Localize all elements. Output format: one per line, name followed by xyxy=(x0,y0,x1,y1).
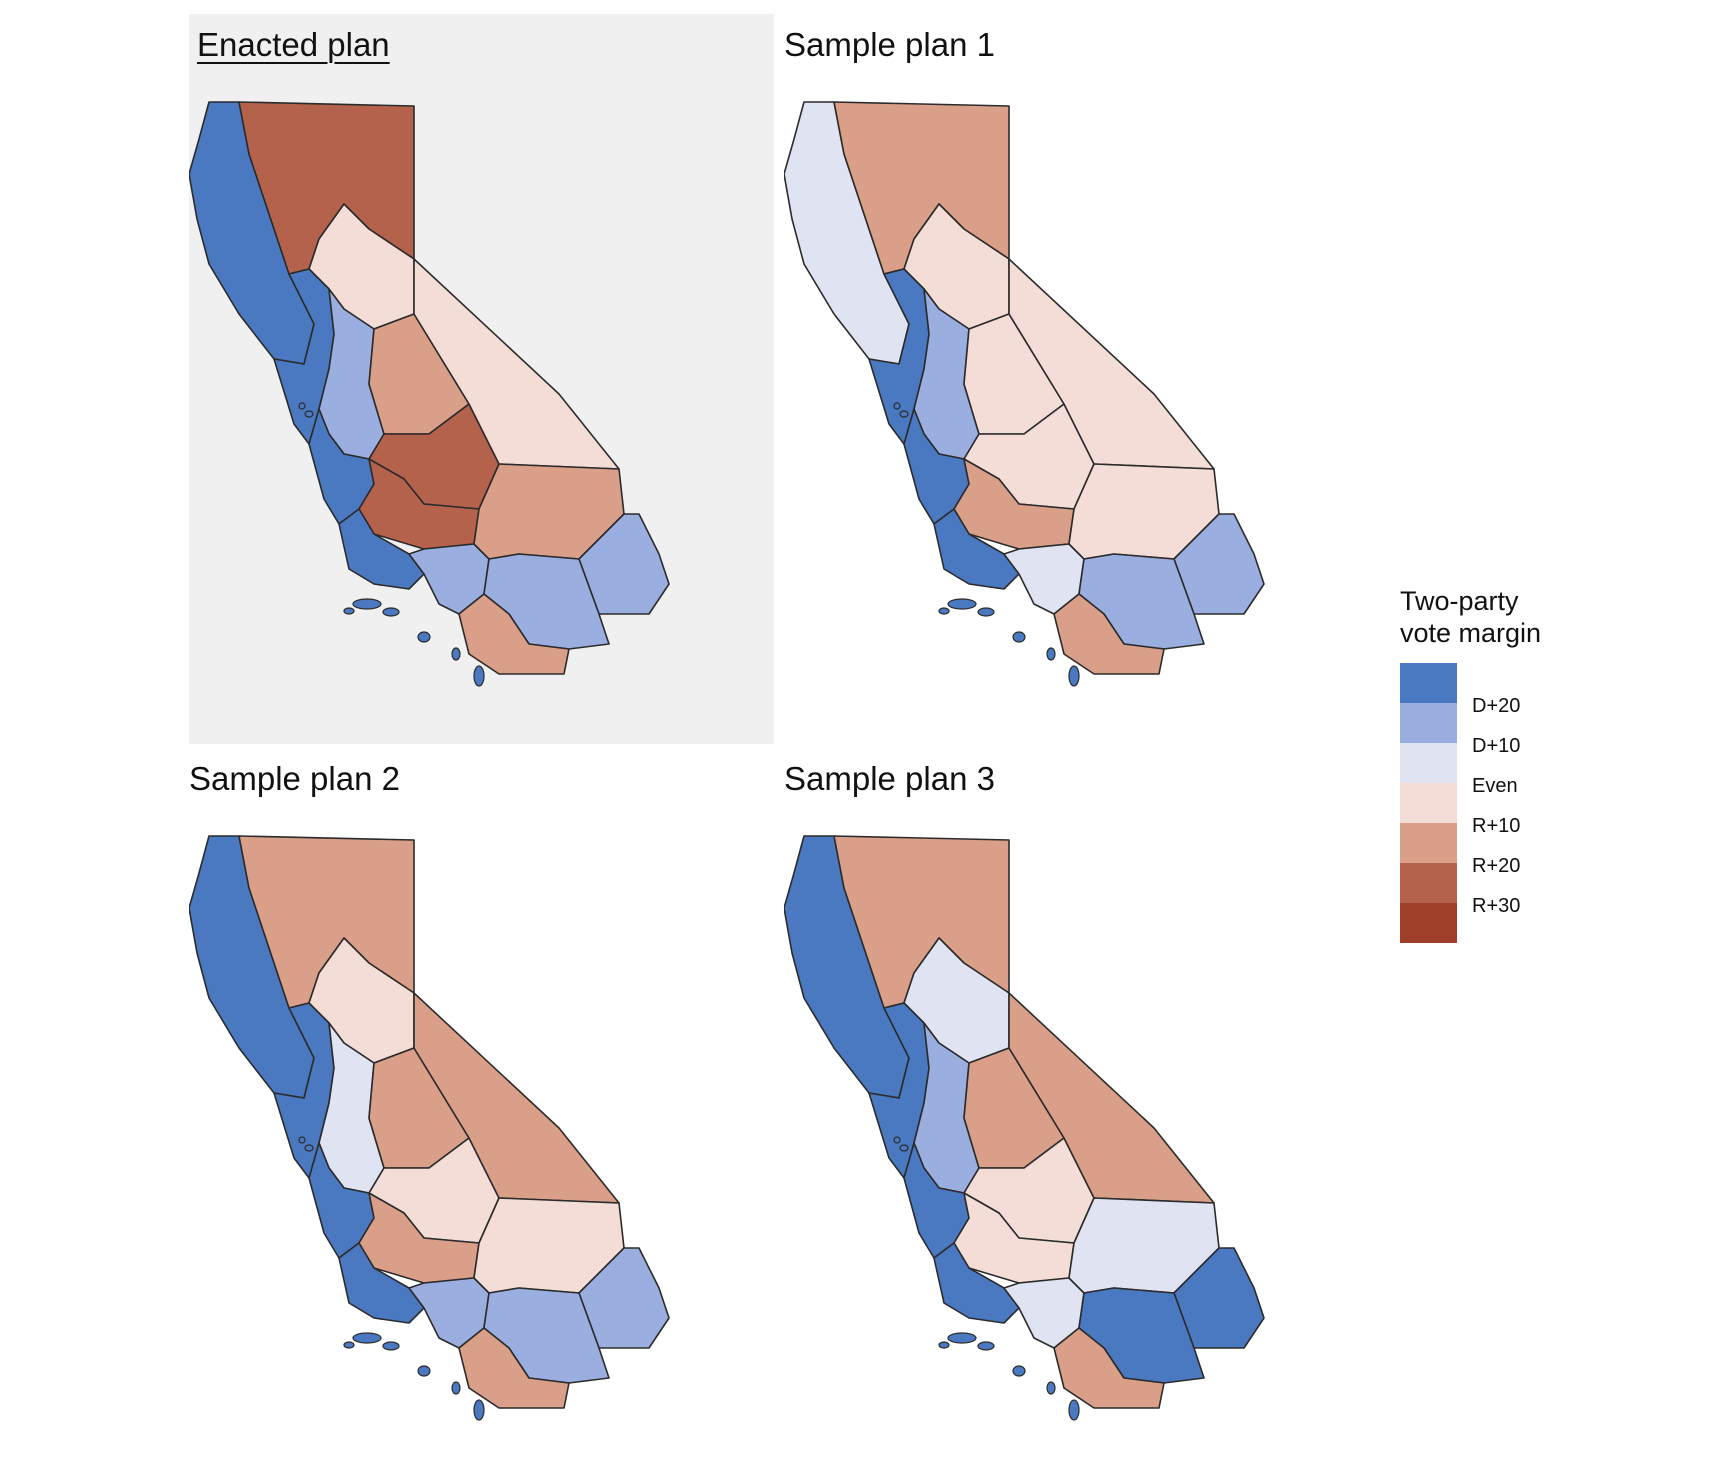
island xyxy=(947,1332,977,1344)
legend-colorbar xyxy=(1400,663,1457,943)
island xyxy=(352,1332,382,1344)
island xyxy=(1068,1399,1080,1421)
legend-label: R+20 xyxy=(1472,855,1521,877)
island xyxy=(304,410,314,418)
california-district-map xyxy=(784,101,1265,687)
district-imperial xyxy=(1173,513,1265,615)
districts-layer xyxy=(189,101,670,687)
california-district-map xyxy=(189,101,670,687)
island xyxy=(298,1136,306,1144)
legend-label: Even xyxy=(1472,775,1518,797)
california-district-map xyxy=(189,835,670,1421)
island xyxy=(473,1399,485,1421)
island xyxy=(382,607,400,617)
island xyxy=(1068,665,1080,687)
panel-sample-plan-2: Sample plan 2 xyxy=(189,748,774,1478)
legend-label: D+10 xyxy=(1472,735,1521,757)
island xyxy=(1046,1381,1056,1395)
island xyxy=(343,1341,355,1349)
panel-title: Sample plan 1 xyxy=(784,26,995,63)
island xyxy=(304,1144,314,1152)
district-san-diego xyxy=(1053,1327,1165,1409)
districts-layer xyxy=(784,101,1265,687)
island xyxy=(899,1144,909,1152)
legend-swatch xyxy=(1400,903,1457,943)
island xyxy=(417,1365,431,1377)
island xyxy=(1046,647,1056,661)
island xyxy=(451,1381,461,1395)
legend-title: Two-party vote margin xyxy=(1400,585,1541,649)
district-san-diego xyxy=(458,1327,570,1409)
island xyxy=(977,607,995,617)
california-district-map xyxy=(784,835,1265,1421)
island xyxy=(977,1341,995,1351)
panel-title: Enacted plan xyxy=(197,26,390,63)
legend-label: R+10 xyxy=(1472,815,1521,837)
island xyxy=(938,607,950,615)
island xyxy=(417,631,431,643)
legend: Two-party vote margin D+20 D+10 Even R+1… xyxy=(1400,585,1640,965)
panel-title: Sample plan 3 xyxy=(784,760,995,797)
island xyxy=(893,1136,901,1144)
island xyxy=(893,402,901,410)
legend-swatch xyxy=(1400,663,1457,703)
legend-swatch xyxy=(1400,703,1457,743)
island xyxy=(352,598,382,610)
island xyxy=(947,598,977,610)
legend-label: D+20 xyxy=(1472,695,1521,717)
island xyxy=(1012,631,1026,643)
panel-sample-plan-1: Sample plan 1 xyxy=(784,14,1369,744)
districts-layer xyxy=(189,835,670,1421)
island xyxy=(382,1341,400,1351)
legend-swatch xyxy=(1400,743,1457,783)
district-imperial xyxy=(578,1247,670,1349)
district-imperial xyxy=(1173,1247,1265,1349)
panel-enacted-plan: Enacted plan xyxy=(189,14,774,744)
legend-swatch xyxy=(1400,783,1457,823)
district-imperial xyxy=(578,513,670,615)
legend-swatch xyxy=(1400,863,1457,903)
island xyxy=(298,402,306,410)
island xyxy=(473,665,485,687)
panel-sample-plan-3: Sample plan 3 xyxy=(784,748,1369,1478)
panel-title: Sample plan 2 xyxy=(189,760,400,797)
legend-label: R+30 xyxy=(1472,895,1521,917)
legend-title-line-1: Two-party xyxy=(1400,586,1519,616)
island xyxy=(451,647,461,661)
legend-swatch xyxy=(1400,823,1457,863)
island xyxy=(938,1341,950,1349)
island xyxy=(343,607,355,615)
district-san-diego xyxy=(1053,593,1165,675)
district-san-diego xyxy=(458,593,570,675)
legend-title-line-2: vote margin xyxy=(1400,618,1542,648)
island xyxy=(899,410,909,418)
island xyxy=(1012,1365,1026,1377)
districts-layer xyxy=(784,835,1265,1421)
